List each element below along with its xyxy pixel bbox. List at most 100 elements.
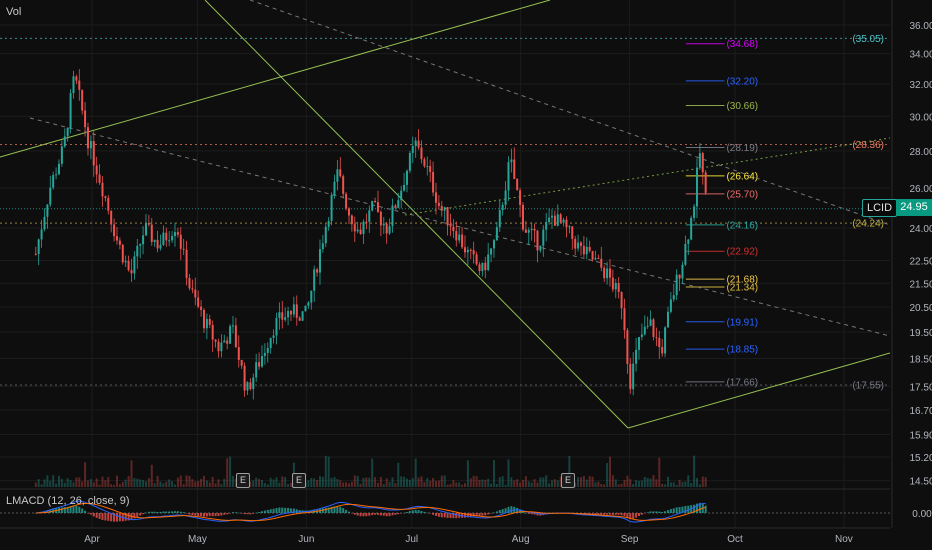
candle-body [327,221,330,227]
macd-histogram-bar [284,507,287,513]
macd-histogram-bar [426,512,429,514]
candle-body [614,282,617,290]
candle-body [403,184,406,191]
candle-body [98,174,101,183]
macd-histogram-bar [600,513,603,515]
candle-body [385,223,388,234]
volume-bar [681,482,684,487]
candle-body [113,224,116,237]
y-tick-label: 36.00 [909,21,932,32]
macd-histogram-bar [307,510,310,513]
macd-histogram-bar [594,513,597,515]
candle-body [434,192,437,203]
candle-body [495,227,498,241]
earnings-marker[interactable]: E [236,473,250,488]
macd-histogram-bar [365,513,368,517]
candle-body [214,339,217,342]
macd-histogram-bar [484,513,487,516]
macd-histogram-bar [414,509,417,513]
volume-bar [434,480,437,487]
earnings-marker[interactable]: E [292,473,306,488]
macd-histogram-bar [101,513,104,520]
candle-body [118,240,121,245]
candle-body [521,204,524,230]
candle-body [400,190,403,201]
volume-bar [34,482,37,487]
macd-histogram-bar [275,508,278,513]
y-tick-label: 17.50 [909,382,932,393]
y-tick-label: 22.50 [909,256,932,267]
price-level-label: (30.66) [726,101,758,112]
volume-bar [266,484,269,487]
x-tick-label: Aug [512,534,530,545]
macd-histogram-bar [443,513,446,518]
earnings-marker[interactable]: E [561,473,575,488]
volume-bar [611,475,614,487]
macd-histogram-bar [652,511,655,513]
macd-histogram-bar [258,512,261,513]
candle-body [249,382,252,390]
candle-body [84,110,87,128]
candle-body [130,270,133,274]
candle-body [701,153,704,173]
macd-histogram-bar [614,513,617,515]
candle-body [353,224,356,232]
macd-histogram-bar [620,513,623,516]
candle-body [226,340,229,344]
volume-bar [269,477,272,487]
candle-body [217,341,220,352]
volume-bar [365,477,368,487]
macd-histogram-bar [150,511,153,513]
macd-histogram-bar [429,513,432,514]
volume-bar [423,482,426,487]
candle-body [258,362,261,367]
candle-body [388,226,391,234]
volume-bar [159,481,162,487]
macd-histogram-bar [675,507,678,513]
volume-bar [359,483,362,487]
volume-bar [629,479,632,487]
volume-bar [289,482,292,487]
candle-body [408,152,411,171]
volume-bar [458,482,461,487]
candle-body [646,325,649,327]
candle-body [475,254,478,265]
macd-histogram-bar [240,513,243,514]
macd-histogram-bar [46,510,49,513]
candle-body [368,210,371,222]
macd-histogram-bar [530,513,533,515]
volume-bar [258,478,261,487]
price-level-label: (19.91) [726,317,758,328]
price-level-label: (35.05) [852,34,884,45]
macd-histogram-bar [498,510,501,513]
macd-histogram-bar [591,513,594,515]
candle-body [582,245,585,255]
candle-body [501,204,504,211]
macd-histogram-bar [417,510,420,513]
volume-bar [640,480,643,487]
volume-bar [698,484,701,487]
candle-body [57,163,60,175]
volume-bar [687,475,690,487]
candle-body [318,249,321,273]
volume-bar [376,482,379,487]
macd-histogram-bar [516,507,519,513]
macd-histogram-bar [115,513,118,522]
volume-bar [539,477,542,487]
volume-bar [550,480,553,487]
trendline-dashed-lower [29,117,891,337]
volume-bar [211,476,214,487]
volume-bar [623,480,626,487]
volume-bar [603,484,606,487]
volume-bar [446,484,449,487]
candle-body [397,200,400,208]
volume-bar [327,456,330,487]
macd-histogram-bar [144,512,147,514]
macd-histogram-bar [452,513,455,519]
candle-body [510,159,513,163]
macd-histogram-bar [252,513,255,514]
macd-histogram-bar [606,513,609,515]
macd-histogram-bar [34,513,37,514]
macd-histogram-bar [336,506,339,513]
